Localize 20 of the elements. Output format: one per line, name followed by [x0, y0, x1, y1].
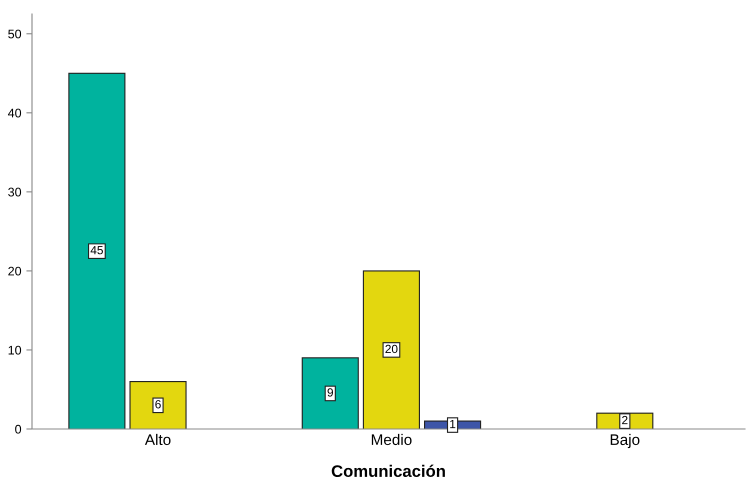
data-label: 20: [385, 344, 398, 354]
bar: [302, 357, 359, 429]
y-tick-label: 20: [8, 266, 22, 276]
x-tick-label: Medio: [372, 434, 412, 446]
y-tick-label: 0: [15, 424, 22, 434]
x-axis-title: Comunicación: [332, 464, 445, 478]
y-tick-label: 40: [8, 108, 22, 118]
data-label: 2: [622, 416, 628, 424]
data-label: 45: [90, 246, 103, 254]
bar: [362, 270, 420, 429]
data-label: 1: [450, 420, 456, 428]
y-tick-label: 30: [8, 188, 22, 197]
data-label: 6: [155, 400, 161, 408]
y-tick-label: 10: [8, 346, 22, 355]
x-tick-label: Bajo: [610, 434, 640, 448]
y-tick-label: 50: [8, 30, 22, 38]
bar: [129, 381, 187, 429]
bar: [68, 72, 126, 429]
x-tick-label: Alto: [144, 434, 171, 446]
data-label: 9: [328, 388, 333, 397]
